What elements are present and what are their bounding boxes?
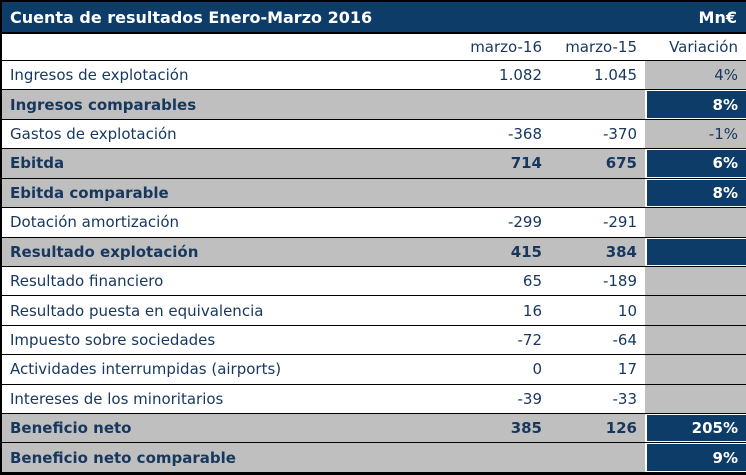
row-label: Actividades interrumpidas (airports)	[10, 360, 282, 379]
table-body: Ingresos de explotación 1.082 1.045 4% I…	[2, 61, 746, 472]
value-marzo15: 1.045	[594, 66, 637, 85]
value-variacion: 4%	[645, 61, 746, 90]
column-header-marzo16: marzo-16	[470, 38, 542, 56]
value-marzo16: 1.082	[499, 66, 542, 85]
value-marzo16: -72	[517, 331, 543, 349]
table-row: Ebitda comparable 8%	[2, 178, 746, 209]
row-label: Ebitda comparable	[10, 183, 169, 202]
row-label: Ebitda	[10, 154, 65, 173]
value-marzo15: -370	[602, 125, 637, 144]
table-row: Ingresos comparables 8%	[2, 90, 746, 120]
table-row: Resultado explotación 415 384	[2, 237, 746, 267]
value-variacion: -1%	[645, 119, 746, 149]
table-row: Beneficio neto 385 126 205%	[2, 414, 746, 444]
row-label: Resultado puesta en equivalencia	[10, 301, 264, 320]
table-row: Resultado financiero 65 -189	[2, 266, 746, 297]
value-marzo16: 714	[510, 154, 542, 173]
column-header-variacion: Variación	[669, 38, 738, 56]
row-label: Resultado explotación	[10, 242, 199, 261]
value-marzo15: -291	[602, 213, 637, 232]
value-variacion: 8%	[645, 90, 746, 119]
value-variacion: 205%	[645, 414, 746, 443]
column-header-marzo15: marzo-15	[565, 38, 637, 56]
column-header-row: marzo-16 marzo-15 Variación	[2, 34, 746, 61]
value-marzo15: -189	[602, 272, 637, 291]
value-variacion	[645, 355, 746, 384]
row-label: Gastos de explotación	[10, 125, 177, 144]
value-marzo16: 0	[532, 360, 542, 379]
row-label: Ingresos de explotación	[10, 66, 189, 85]
table-row: Impuesto sobre sociedades -72 -64	[2, 325, 746, 356]
row-label: Intereses de los minoritarios	[10, 389, 224, 408]
value-variacion: 6%	[645, 149, 746, 178]
value-marzo16: -299	[507, 213, 542, 232]
value-marzo16: 385	[510, 419, 542, 438]
value-variacion	[645, 325, 746, 355]
value-marzo15: -64	[612, 331, 638, 349]
value-marzo15: 675	[605, 154, 637, 173]
row-label: Impuesto sobre sociedades	[10, 331, 216, 349]
table-row: Actividades interrumpidas (airports) 0 1…	[2, 355, 746, 385]
value-variacion	[645, 237, 746, 266]
value-variacion	[645, 266, 746, 296]
row-label: Beneficio neto	[10, 419, 132, 438]
row-label: Resultado financiero	[10, 272, 164, 291]
value-marzo15: 10	[617, 301, 637, 320]
table-row: Ingresos de explotación 1.082 1.045 4%	[2, 61, 746, 91]
table-row: Resultado puesta en equivalencia 16 10	[2, 296, 746, 326]
table-row: Beneficio neto comparable 9%	[2, 443, 746, 472]
table-row: Gastos de explotación -368 -370 -1%	[2, 119, 746, 150]
value-marzo15: 384	[605, 242, 637, 261]
value-marzo16: 65	[522, 272, 542, 291]
value-marzo16: 16	[522, 301, 542, 320]
row-label: Ingresos comparables	[10, 95, 197, 114]
value-marzo16	[438, 179, 550, 207]
value-marzo16	[438, 90, 550, 118]
value-marzo16: 415	[510, 242, 542, 261]
value-marzo15: 126	[605, 419, 637, 438]
table-title: Cuenta de resultados Enero-Marzo 2016	[10, 7, 373, 27]
value-variacion	[645, 208, 746, 237]
unit-label: Mn€	[698, 7, 737, 27]
value-variacion: 9%	[645, 443, 746, 472]
value-marzo15	[550, 443, 645, 471]
value-marzo16: -368	[507, 125, 542, 144]
value-marzo16	[438, 443, 550, 471]
value-marzo16: -39	[517, 389, 543, 408]
value-marzo15: -33	[612, 389, 638, 408]
value-marzo15: 17	[617, 360, 637, 379]
table-row: Intereses de los minoritarios -39 -33	[2, 384, 746, 415]
table-row: Ebitda 714 675 6%	[2, 149, 746, 179]
value-variacion: 8%	[645, 178, 746, 208]
value-variacion	[645, 384, 746, 414]
table-row: Dotación amortización -299 -291	[2, 208, 746, 238]
value-variacion	[645, 296, 746, 325]
row-label: Beneficio neto comparable	[10, 448, 236, 467]
row-label: Dotación amortización	[10, 213, 180, 232]
value-marzo15	[550, 90, 645, 118]
table-title-bar: Cuenta de resultados Enero-Marzo 2016 Mn…	[2, 0, 746, 34]
value-marzo15	[550, 179, 645, 207]
